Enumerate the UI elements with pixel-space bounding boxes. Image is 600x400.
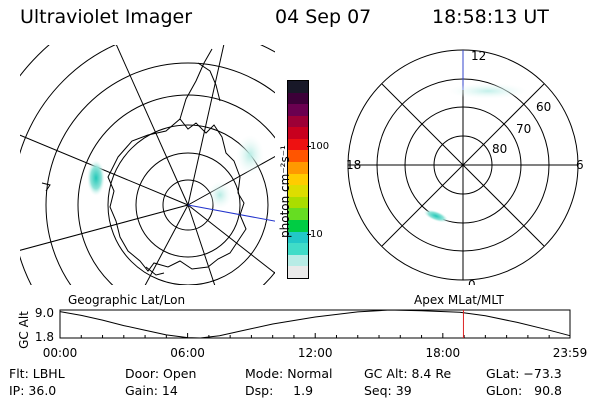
filter-label: Flt: LBHL (9, 366, 65, 381)
glat-label: GLat: −73.3 (486, 366, 562, 381)
mlat-label: 60 (536, 100, 551, 114)
lon-line (144, 204, 189, 285)
x-ticks (59, 333, 571, 338)
y-tick-label: 9.0 (35, 306, 54, 320)
colorbar-swatch (288, 220, 308, 232)
lat-circle (45, 62, 275, 285)
lon-line (115, 45, 189, 206)
mlt-label: 12 (471, 49, 486, 63)
geographic-map (20, 45, 275, 285)
x-tick-label: 06:00 (170, 346, 205, 360)
seq-label: Seq: 39 (364, 383, 412, 398)
mlt-label: 0 (468, 278, 476, 285)
color-scale-bar (287, 80, 309, 279)
colorbar-swatch (288, 80, 308, 93)
colorbar-swatch (288, 138, 308, 151)
colorbar-swatch (288, 162, 308, 174)
coastline (197, 62, 221, 102)
lat-circle (77, 94, 275, 285)
ip-label: IP: 36.0 (9, 383, 57, 398)
lat-circle (135, 152, 241, 258)
glon-label: GLon: 90.8 (486, 383, 562, 398)
mlat-label: 70 (516, 122, 531, 136)
y-axis-label: GC Alt (17, 311, 31, 349)
header-time: 18:58:13 UT (432, 6, 549, 28)
x-tick-label: 12:00 (298, 346, 333, 360)
aurora-blob (208, 181, 232, 209)
x-tick-label: 23:59 (553, 346, 588, 360)
lon-line (187, 45, 225, 206)
colorbar-swatch (288, 185, 308, 197)
colorbar-tick (307, 234, 311, 235)
mlt-line (381, 83, 545, 247)
colorbar-swatch (288, 208, 308, 221)
gc-alt-label: GC Alt: 8.4 Re (364, 366, 452, 381)
door-label: Door: Open (125, 366, 197, 381)
lon-line (187, 155, 275, 206)
colorbar-tick (307, 146, 311, 147)
colorbar-tick-label: 10 (310, 229, 323, 240)
colorbar-swatch (288, 231, 308, 244)
lat-circle (20, 45, 275, 285)
mlat-label: 80 (492, 142, 507, 156)
colorbar-swatch (288, 196, 308, 209)
coastline (179, 48, 213, 120)
altitude-chart: Geographic Lat/Lon Apex MLat/MLT GC Alt … (17, 293, 588, 360)
colorbar-swatch (288, 127, 308, 139)
colorbar-swatch (288, 115, 308, 128)
dsp-label: Dsp: 1.9 (245, 383, 314, 398)
colorbar-tick-label: 100 (310, 141, 330, 152)
x-tick-label: 18:00 (426, 346, 461, 360)
polar-map-label: Apex MLat/MLT (414, 293, 504, 307)
lon-line (20, 204, 189, 251)
coastline (145, 266, 165, 276)
lon-line (187, 204, 216, 285)
aurora-blob (236, 135, 264, 175)
colorbar-swatch (288, 254, 308, 267)
lat-circle (20, 45, 50, 77)
aurora-blob (423, 209, 449, 223)
lon-line (187, 204, 275, 222)
polar-map: 12 18 6 0 60 70 80 (346, 49, 584, 285)
header-date: 04 Sep 07 (275, 6, 372, 28)
mlt-label: 6 (576, 158, 584, 172)
mode-label: Mode: Normal (245, 366, 333, 381)
page-title: Ultraviolet Imager (20, 6, 193, 28)
colorbar-swatch (288, 150, 308, 163)
altitude-series-line (59, 309, 571, 339)
colorbar-swatch (288, 104, 308, 116)
aurora-blob (87, 160, 105, 196)
lon-line (20, 134, 189, 206)
coastline (107, 118, 247, 272)
x-tick-label: 00:00 (43, 346, 78, 360)
mlt-label: 18 (346, 158, 361, 172)
colorbar-label: photon cm⁻²s⁻¹ (278, 145, 292, 238)
gain-label: Gain: 14 (125, 383, 178, 398)
coastline (41, 182, 51, 192)
colorbar-swatch (288, 173, 308, 186)
lat-circle (107, 124, 269, 285)
y-tick-label: 1.8 (35, 330, 54, 344)
colorbar-swatch (288, 243, 308, 255)
geo-map-label: Geographic Lat/Lon (68, 293, 185, 307)
aurora-blob (448, 83, 528, 99)
colorbar-swatch (288, 92, 308, 105)
colorbar-swatch (288, 266, 308, 278)
